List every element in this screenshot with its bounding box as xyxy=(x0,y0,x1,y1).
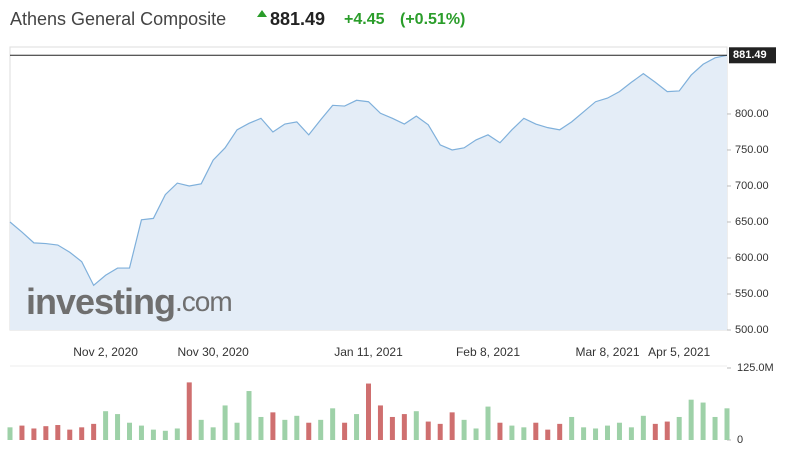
volume-bar xyxy=(186,382,192,440)
volume-bar xyxy=(652,423,658,440)
volume-bar xyxy=(150,429,156,440)
volume-bar xyxy=(545,429,551,440)
volume-bar xyxy=(413,411,419,440)
volume-bar xyxy=(688,399,694,440)
change-pct: (+0.51%) xyxy=(400,11,465,28)
volume-bar xyxy=(258,416,264,440)
volume-bar xyxy=(31,428,37,440)
watermark: investing.com xyxy=(26,281,232,322)
volume-tick-label: 125.0M xyxy=(737,362,774,374)
x-tick-label: Nov 30, 2020 xyxy=(177,345,249,359)
last-price-label: 881.49 xyxy=(733,49,767,61)
up-arrow xyxy=(257,10,267,17)
area xyxy=(10,55,727,331)
x-tick-label: Feb 8, 2021 xyxy=(456,345,520,359)
watermark-suffix: .com xyxy=(175,286,232,317)
volume-bar xyxy=(354,414,360,440)
volume-bar xyxy=(91,423,97,440)
volume-bar xyxy=(79,427,85,440)
volume-bar xyxy=(306,422,312,440)
volume-bar xyxy=(210,427,216,440)
volume-bar xyxy=(198,419,204,440)
volume-bar xyxy=(664,421,670,440)
volume-bar xyxy=(676,416,682,440)
volume-bar xyxy=(103,411,109,440)
volume-bar xyxy=(246,391,252,440)
volume-bar xyxy=(593,428,599,440)
last-price-box xyxy=(729,47,776,64)
volume-bar xyxy=(616,422,622,440)
volume-bar xyxy=(521,427,527,440)
volume-bar xyxy=(605,425,610,440)
volume-bar xyxy=(700,402,706,440)
y-tick-label: 700.00 xyxy=(735,180,769,192)
volume-bar xyxy=(712,416,718,440)
volume-bar xyxy=(581,427,587,440)
volume-bar xyxy=(389,416,395,440)
volume-bar xyxy=(461,419,467,440)
price-line xyxy=(9,54,728,287)
volume-bar xyxy=(724,408,730,440)
volume-bar xyxy=(497,422,503,440)
x-tick-label: Mar 8, 2021 xyxy=(575,345,639,359)
y-tick-label: 750.00 xyxy=(735,144,769,156)
volume-bar xyxy=(569,416,575,440)
y-tick-label: 650.00 xyxy=(735,216,769,228)
volume-bar xyxy=(342,422,348,440)
volume-tick-label: 0 xyxy=(737,434,743,446)
volume-bar xyxy=(138,425,144,440)
volume-bar xyxy=(162,430,168,440)
y-tick-label: 550.00 xyxy=(735,288,769,300)
volume-bar xyxy=(67,429,73,440)
volume-bar xyxy=(43,426,49,440)
y-tick-label: 500.00 xyxy=(735,324,769,336)
volume-bar xyxy=(270,412,276,440)
volume-bar xyxy=(127,422,132,440)
volume-bar xyxy=(473,428,479,440)
y-tick-label: 800.00 xyxy=(735,108,769,120)
volume-bar xyxy=(282,419,288,440)
volume-bar xyxy=(294,415,300,440)
chart-title: Athens General Composite xyxy=(10,9,226,29)
volume-bar xyxy=(366,383,371,440)
volume-bar xyxy=(437,423,443,440)
volume-bar xyxy=(222,405,228,440)
volume-bar xyxy=(628,427,634,440)
volume-bar xyxy=(234,422,240,440)
volume-bar xyxy=(401,414,407,440)
x-tick-label: Jan 11, 2021 xyxy=(334,345,403,359)
volume-bar xyxy=(7,427,13,440)
volume-bar xyxy=(330,408,336,440)
volume-bar xyxy=(19,425,25,440)
x-tick-label: Apr 5, 2021 xyxy=(648,345,710,359)
watermark-main: investing xyxy=(26,281,175,322)
volume-bar xyxy=(55,425,61,440)
volume-bar xyxy=(485,406,491,440)
x-tick-label: Nov 2, 2020 xyxy=(73,345,138,359)
volume-bar xyxy=(425,421,431,440)
volume-bar xyxy=(557,423,563,440)
volume-bar xyxy=(509,425,515,440)
volume-bar xyxy=(115,414,121,440)
change: +4.45 xyxy=(344,11,385,28)
volume-bar xyxy=(449,412,455,440)
y-tick-label: 600.00 xyxy=(735,252,769,264)
last-price: 881.49 xyxy=(270,9,325,29)
volume-bar xyxy=(377,405,383,440)
volume-bar xyxy=(318,419,324,440)
volume-bar xyxy=(174,428,180,440)
volume-bar xyxy=(640,415,646,440)
volume-bar xyxy=(533,422,539,440)
